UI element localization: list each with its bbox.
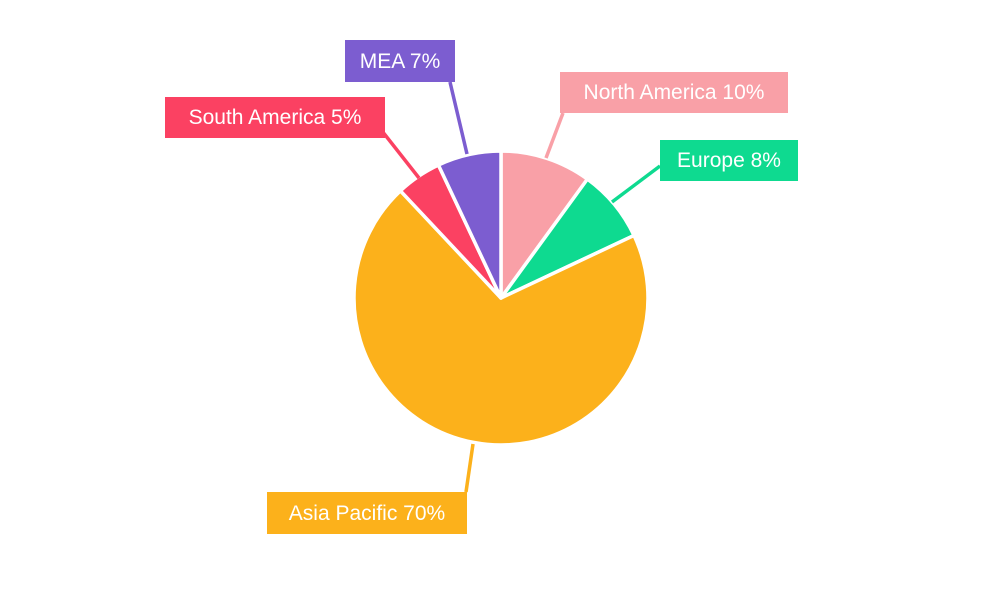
leader-line-south-america xyxy=(380,129,421,180)
pie-slice-north-america[interactable] xyxy=(499,149,590,300)
leader-line-asia-pacific xyxy=(464,443,475,493)
leader-line-north-america xyxy=(544,112,565,159)
leader-line-europe xyxy=(610,164,662,204)
pie-slice-mea[interactable] xyxy=(436,149,503,300)
pie-slice-asia-pacific[interactable] xyxy=(352,189,650,447)
leader-line-mea xyxy=(448,81,469,155)
